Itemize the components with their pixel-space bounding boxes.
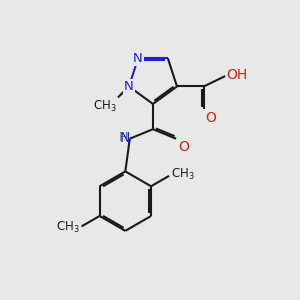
Text: OH: OH bbox=[226, 68, 247, 83]
Text: CH$_3$: CH$_3$ bbox=[56, 220, 80, 235]
Text: N: N bbox=[133, 52, 143, 65]
Text: CH$_3$: CH$_3$ bbox=[93, 99, 116, 114]
Text: CH$_3$: CH$_3$ bbox=[171, 167, 195, 182]
Text: N: N bbox=[124, 80, 134, 93]
Text: H: H bbox=[118, 131, 128, 144]
Text: N: N bbox=[119, 130, 130, 145]
Text: O: O bbox=[178, 140, 189, 154]
Text: O: O bbox=[205, 111, 216, 125]
